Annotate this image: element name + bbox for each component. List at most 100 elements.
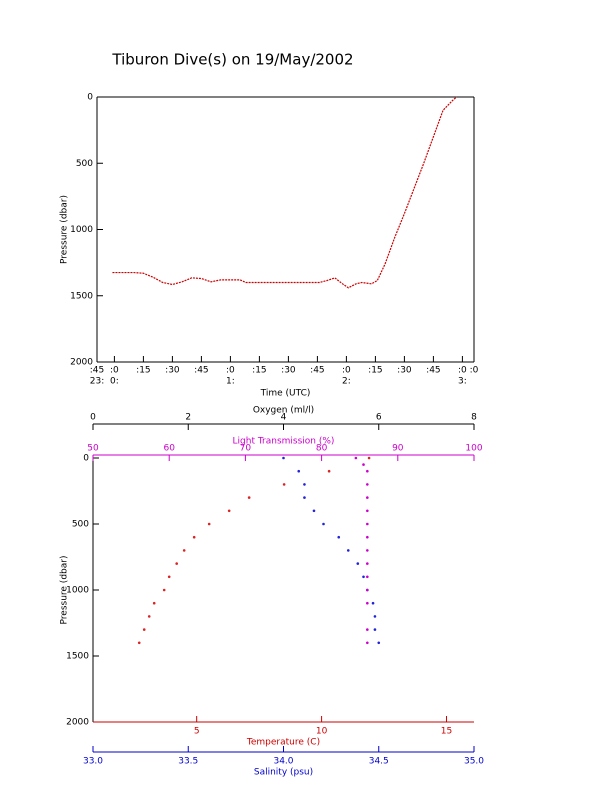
x-tick-label: :15 [368,366,382,376]
x-axis-label: Oxygen (ml/l) [253,406,314,416]
x-tick-label: 80 [316,444,328,454]
x-tick-label: :30 [281,366,296,376]
data-point [152,601,156,605]
data-point [162,588,166,592]
x-tick-label: 34.5 [369,757,389,767]
y-tick-label: 500 [72,520,89,530]
x-tick-hour: 0: [110,377,119,387]
data-point [362,575,365,579]
data-point [182,549,186,552]
data-point [366,483,369,486]
x-tick-label: :15 [136,366,150,376]
data-point [322,522,325,526]
data-point [366,562,369,565]
data-point [137,641,141,645]
x-tick-label: 60 [163,444,175,454]
y-tick-label: 1500 [70,291,93,301]
x-tick-label: 6 [376,413,382,423]
x-tick-label: 50 [87,444,99,454]
x-axis-label: Salinity (psu) [254,768,313,778]
data-point [337,535,341,539]
x-tick-label: 35.0 [464,757,484,767]
data-point [366,509,369,513]
x-tick-label: 4 [281,413,287,423]
data-point [297,469,301,473]
data-point [303,496,306,499]
data-point [366,549,369,552]
data-point [366,535,369,539]
x-tick-label: 2 [185,413,191,423]
x-tick-label: :0 [226,366,235,376]
x-tick-hour: 3: [458,377,467,387]
data-point [366,522,369,526]
data-point [366,588,369,592]
x-tick-label: :0 [470,366,479,376]
y-axis-label: Pressure (dbar) [60,556,70,625]
x-tick-label: :45 [426,366,440,376]
data-point [356,562,360,565]
data-point [373,615,377,618]
x-tick-label: 33.5 [178,757,198,767]
data-point [192,535,196,539]
x-tick-label: :15 [252,366,266,376]
data-line [112,96,457,289]
x-tick-label: :45 [310,366,324,376]
data-point [167,575,171,579]
x-tick-label: :0 [342,366,351,376]
data-point [207,522,211,526]
x-tick-hour: 2: [342,377,351,387]
data-point [346,549,350,552]
x-tick-label: 100 [465,444,482,454]
x-tick-label: :30 [165,366,180,376]
x-tick-label: 15 [441,727,452,737]
data-point [366,496,369,499]
y-tick-label: 1500 [66,652,89,662]
y-tick-label: 1000 [66,586,89,596]
x-tick-label: :30 [397,366,412,376]
x-tick-label: :45 [194,366,208,376]
x-tick-label: 8 [471,413,477,423]
x-axis-label: Time (UTC) [260,389,311,399]
x-tick-label: 70 [240,444,252,454]
data-point [247,496,251,499]
data-point [366,601,369,605]
data-point [377,641,381,645]
x-axis-label: Light Transmission (%) [233,437,335,447]
data-point [366,575,369,579]
x-tick-label: :0 [110,366,119,376]
x-tick-hour: 1: [226,377,235,387]
data-point [362,463,365,466]
x-tick-label: 33.0 [83,757,103,767]
y-tick-label: 2000 [70,358,93,368]
data-point [327,469,331,473]
chart-title: Tiburon Dive(s) on 19/May/2002 [111,51,353,69]
y-tick-label: 0 [83,454,89,464]
data-point [354,456,358,460]
y-tick-label: 1000 [70,225,93,235]
data-point [366,641,369,645]
x-tick-label: :45 [90,366,104,376]
x-tick-hour: 23: [90,377,104,387]
data-point [366,628,369,631]
y-tick-label: 0 [87,93,93,103]
x-tick-label: :0 [458,366,467,376]
x-axis-label: Temperature (C) [246,738,320,748]
data-point [282,456,285,460]
data-point [175,562,178,565]
data-point [282,483,286,486]
x-tick-label: 34.0 [273,757,293,767]
data-point [312,509,316,513]
data-point [373,628,377,631]
y-tick-label: 500 [76,159,93,169]
x-tick-label: 0 [90,413,96,423]
x-tick-label: 5 [194,727,200,737]
y-tick-label: 2000 [66,718,89,728]
data-point [142,628,146,631]
data-point [303,483,306,486]
y-axis-label: Pressure (dbar) [60,195,70,264]
data-point [227,509,231,513]
data-point [371,601,375,605]
x-tick-label: 90 [392,444,404,454]
data-point [147,615,151,618]
